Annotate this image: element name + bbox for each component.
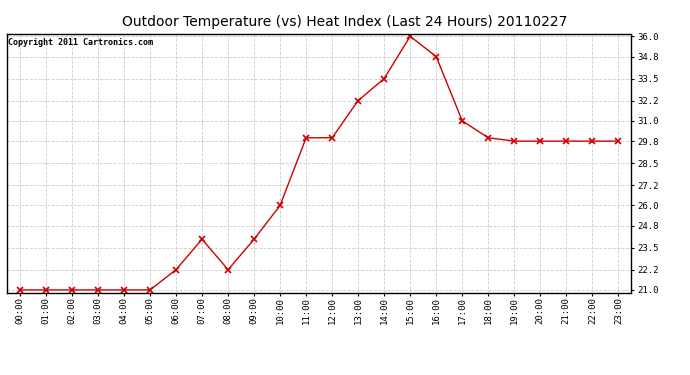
- Text: Copyright 2011 Cartronics.com: Copyright 2011 Cartronics.com: [8, 38, 153, 46]
- Text: Outdoor Temperature (vs) Heat Index (Last 24 Hours) 20110227: Outdoor Temperature (vs) Heat Index (Las…: [122, 15, 568, 29]
